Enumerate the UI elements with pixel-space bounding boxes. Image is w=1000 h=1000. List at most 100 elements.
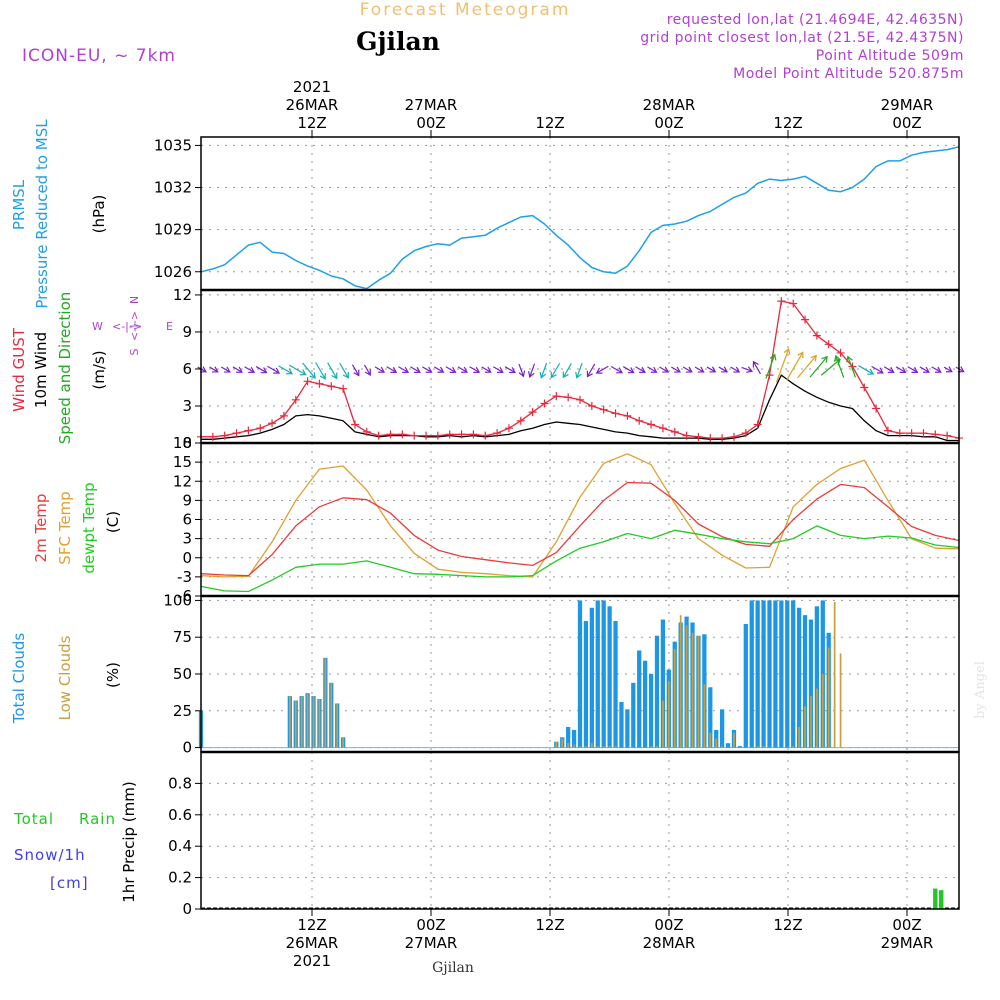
wind-arrow-head	[733, 366, 741, 373]
label-celsius: (C)	[104, 511, 122, 533]
wind-arrow-head	[378, 366, 386, 373]
low-cloud-bar	[804, 706, 806, 748]
wind-arrow-shaft	[765, 354, 776, 379]
y-tick-label: 12	[173, 472, 192, 490]
low-cloud-bar	[827, 647, 830, 748]
wind-arrow-shaft	[752, 361, 761, 375]
wind-direction-arrow	[955, 366, 965, 373]
wind-direction-arrow	[374, 366, 386, 373]
label-percent: (%)	[104, 662, 122, 688]
wind-arrow-head	[752, 360, 759, 368]
wind-arrow-shaft	[244, 366, 255, 373]
top-date-28mar: 28MAR	[643, 96, 696, 114]
low-cloud-bar	[608, 746, 611, 748]
wind-arrow-shaft	[586, 363, 596, 377]
low-cloud-bar	[342, 737, 344, 748]
y-tick-label: 1029	[154, 221, 192, 239]
gust-marker	[564, 393, 573, 402]
gust-marker	[801, 315, 810, 324]
wind-arrow-head	[518, 370, 526, 378]
wind-arrow-shaft	[302, 362, 316, 379]
wind-arrow-head	[697, 366, 705, 373]
low-cloud-bar	[833, 601, 836, 748]
low-cloud-bar	[561, 738, 564, 748]
low-cloud-bar	[810, 696, 812, 748]
panel-frame	[200, 289, 960, 444]
wind-arrow-shaft	[835, 355, 845, 378]
low-cloud-bar	[679, 615, 682, 748]
y-tick-label: 6	[182, 360, 192, 378]
wind-arrow-shaft	[895, 366, 906, 373]
y-tick-label: 0	[182, 739, 192, 757]
total-cloud-bar	[613, 621, 618, 748]
wind-arrow-head	[200, 366, 207, 373]
pressure-line	[200, 146, 960, 290]
low-cloud-bar	[288, 696, 291, 748]
gust-marker	[658, 424, 667, 433]
wind-direction-arrow	[595, 365, 609, 374]
wind-direction-arrow	[518, 363, 526, 378]
gust-marker	[836, 348, 845, 357]
label-2m-temp: 2m Temp	[32, 494, 50, 563]
gust-marker	[528, 408, 537, 417]
wind-arrow-head	[309, 372, 316, 379]
total-cloud-bar	[708, 687, 713, 748]
total-cloud-bar	[779, 600, 784, 748]
gust-marker	[552, 392, 561, 401]
gust-marker	[741, 429, 750, 438]
top-time-axis: 2021 26MAR 12Z 27MAR 00Z 12Z 28MAR 00Z 1…	[286, 78, 934, 132]
wind-arrow-head	[834, 354, 841, 362]
wind-arrow-head	[575, 371, 582, 379]
gust-marker	[291, 395, 300, 404]
wind-arrow-shaft	[706, 366, 716, 373]
wind-arrow-head	[911, 366, 919, 373]
compass-w: W	[92, 320, 103, 333]
wind-direction-arrow	[197, 366, 207, 373]
wind-arrow-shaft	[469, 366, 480, 373]
gust-marker	[244, 426, 253, 435]
wind-arrow-head	[390, 366, 398, 373]
wind-arrow-head	[662, 366, 670, 373]
label-pressure-msl: Pressure Reduced to MSL	[33, 119, 51, 309]
low-cloud-bar	[721, 746, 723, 748]
wind-arrow-shaft	[363, 364, 371, 376]
wind-arrow-shaft	[339, 362, 349, 379]
label-rain: Rain	[79, 810, 116, 828]
wind-direction-arrow	[718, 366, 729, 373]
total-cloud-bar	[719, 709, 725, 748]
gust-marker	[516, 416, 525, 425]
top-date-27mar: 27MAR	[405, 96, 458, 114]
low-cloud-bar	[567, 743, 570, 748]
low-cloud-bar	[685, 625, 688, 748]
wind-direction-arrow	[562, 363, 572, 379]
wind-arrow-head	[899, 366, 907, 373]
wind-arrow-head	[260, 367, 268, 374]
wind-arrow-shaft	[410, 366, 421, 373]
low-cloud-bar	[798, 726, 800, 748]
wind-arrow-shaft	[255, 366, 267, 374]
wind-arrow-head	[473, 366, 481, 373]
wind-arrow-head	[509, 367, 516, 374]
bottom-hour-00z-2: 00Z	[654, 916, 683, 934]
gust-marker	[220, 431, 229, 440]
label-sfc-temp: SFC Temp	[56, 491, 74, 564]
gust-marker	[623, 411, 632, 420]
wind-arrow-head	[821, 355, 828, 363]
wind-arrow-shaft	[492, 366, 504, 373]
wind-direction-arrow	[622, 366, 635, 374]
wind-arrow-shaft	[457, 366, 468, 373]
y-tick-label: -3	[177, 568, 192, 586]
wind-arrow-head	[331, 372, 338, 380]
top-hour-00z-1: 00Z	[416, 114, 445, 132]
y-tick-label: 0	[182, 549, 192, 567]
gust-marker	[777, 297, 786, 306]
gust-marker	[433, 431, 442, 440]
wind-direction-arrow	[255, 366, 268, 374]
wind-arrow-head	[877, 367, 884, 374]
wind-direction-arrow	[232, 366, 243, 373]
wind-direction-arrow	[635, 366, 646, 373]
wind-direction-arrow	[433, 366, 445, 373]
gust-marker	[362, 427, 371, 436]
wind-direction-arrow	[575, 362, 583, 379]
